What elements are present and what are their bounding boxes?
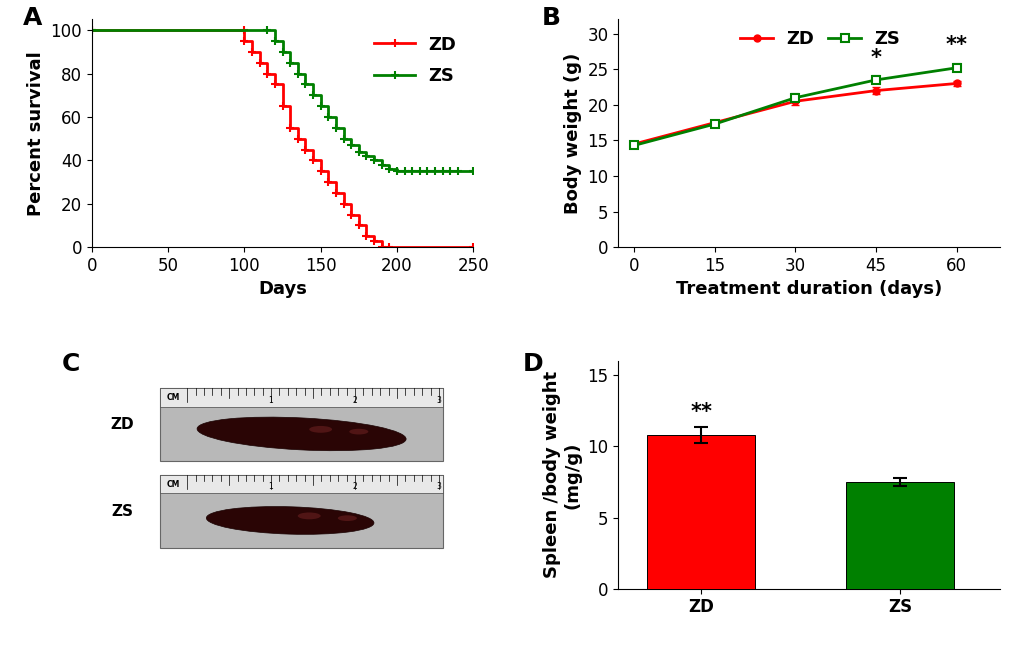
- ZD: [254, 59, 266, 67]
- ZD: [322, 178, 334, 186]
- Text: D: D: [523, 352, 543, 376]
- ZD: [360, 232, 372, 240]
- ZD: [238, 27, 251, 34]
- ZD: [314, 168, 326, 175]
- ZS: [307, 91, 319, 99]
- Text: 2: 2: [353, 396, 357, 405]
- ZS: [322, 113, 334, 121]
- ZD: [353, 221, 365, 229]
- Text: CM: CM: [166, 393, 179, 402]
- Y-axis label: Body weight (g): Body weight (g): [564, 52, 581, 214]
- ZS: [329, 124, 341, 132]
- ZS: [429, 168, 441, 175]
- FancyBboxPatch shape: [160, 388, 442, 461]
- Legend: ZD, ZS: ZD, ZS: [365, 28, 465, 94]
- X-axis label: Treatment duration (days): Treatment duration (days): [676, 280, 942, 298]
- Text: CM: CM: [166, 479, 179, 488]
- ZD: [291, 135, 304, 142]
- ZS: [398, 168, 411, 175]
- ZS: [283, 59, 296, 67]
- Ellipse shape: [206, 507, 374, 534]
- FancyBboxPatch shape: [160, 475, 442, 548]
- Text: C: C: [61, 352, 79, 376]
- Text: 2: 2: [353, 482, 357, 491]
- ZD: [261, 70, 273, 78]
- Text: ZS: ZS: [111, 504, 133, 519]
- Text: B: B: [541, 6, 560, 30]
- Text: ZD: ZD: [110, 417, 133, 432]
- ZS: [291, 70, 304, 78]
- Bar: [846, 482, 953, 589]
- ZD: [383, 243, 395, 251]
- ZS: [375, 161, 387, 169]
- ZS: [421, 168, 433, 175]
- ZS: [353, 148, 365, 155]
- ZS: [344, 141, 357, 149]
- ZS: [390, 168, 403, 175]
- ZS: [261, 27, 273, 34]
- Text: 1: 1: [268, 482, 273, 491]
- ZS: [436, 168, 448, 175]
- Text: 3: 3: [436, 396, 441, 405]
- ZD: [467, 243, 479, 251]
- Ellipse shape: [337, 515, 357, 521]
- ZS: [86, 27, 98, 34]
- ZD: [276, 102, 288, 110]
- Text: 1: 1: [268, 396, 273, 405]
- ZS: [314, 102, 326, 110]
- FancyBboxPatch shape: [160, 475, 442, 493]
- ZS: [383, 165, 395, 173]
- Ellipse shape: [197, 417, 406, 451]
- ZD: [283, 124, 296, 132]
- Y-axis label: Spleen /body weight
(mg/g): Spleen /body weight (mg/g): [542, 371, 581, 578]
- ZS: [467, 168, 479, 175]
- ZS: [406, 168, 418, 175]
- Line: ZD: ZD: [88, 26, 477, 251]
- ZD: [238, 38, 251, 45]
- Text: **: **: [690, 402, 711, 422]
- Text: *: *: [869, 48, 880, 68]
- Ellipse shape: [348, 429, 368, 435]
- Text: A: A: [23, 6, 43, 30]
- ZD: [246, 48, 258, 56]
- ZS: [299, 81, 311, 89]
- ZS: [360, 152, 372, 160]
- FancyBboxPatch shape: [160, 388, 442, 406]
- ZD: [368, 237, 380, 245]
- Text: **: **: [945, 35, 967, 55]
- ZD: [375, 243, 387, 251]
- ZD: [344, 211, 357, 219]
- ZS: [337, 135, 350, 142]
- ZS: [414, 168, 426, 175]
- ZD: [307, 157, 319, 164]
- ZD: [86, 27, 98, 34]
- ZS: [268, 38, 280, 45]
- X-axis label: Days: Days: [258, 280, 307, 298]
- Line: ZS: ZS: [88, 26, 477, 175]
- Y-axis label: Percent survival: Percent survival: [26, 51, 45, 215]
- Ellipse shape: [298, 512, 320, 520]
- ZS: [444, 168, 457, 175]
- ZD: [268, 81, 280, 89]
- ZS: [276, 48, 288, 56]
- ZD: [299, 146, 311, 153]
- Legend: ZD, ZS: ZD, ZS: [733, 23, 906, 54]
- ZS: [451, 168, 464, 175]
- ZD: [337, 200, 350, 208]
- Bar: [647, 435, 754, 589]
- ZD: [329, 189, 341, 197]
- Ellipse shape: [309, 426, 332, 433]
- ZS: [368, 157, 380, 164]
- Text: 3: 3: [436, 482, 441, 491]
